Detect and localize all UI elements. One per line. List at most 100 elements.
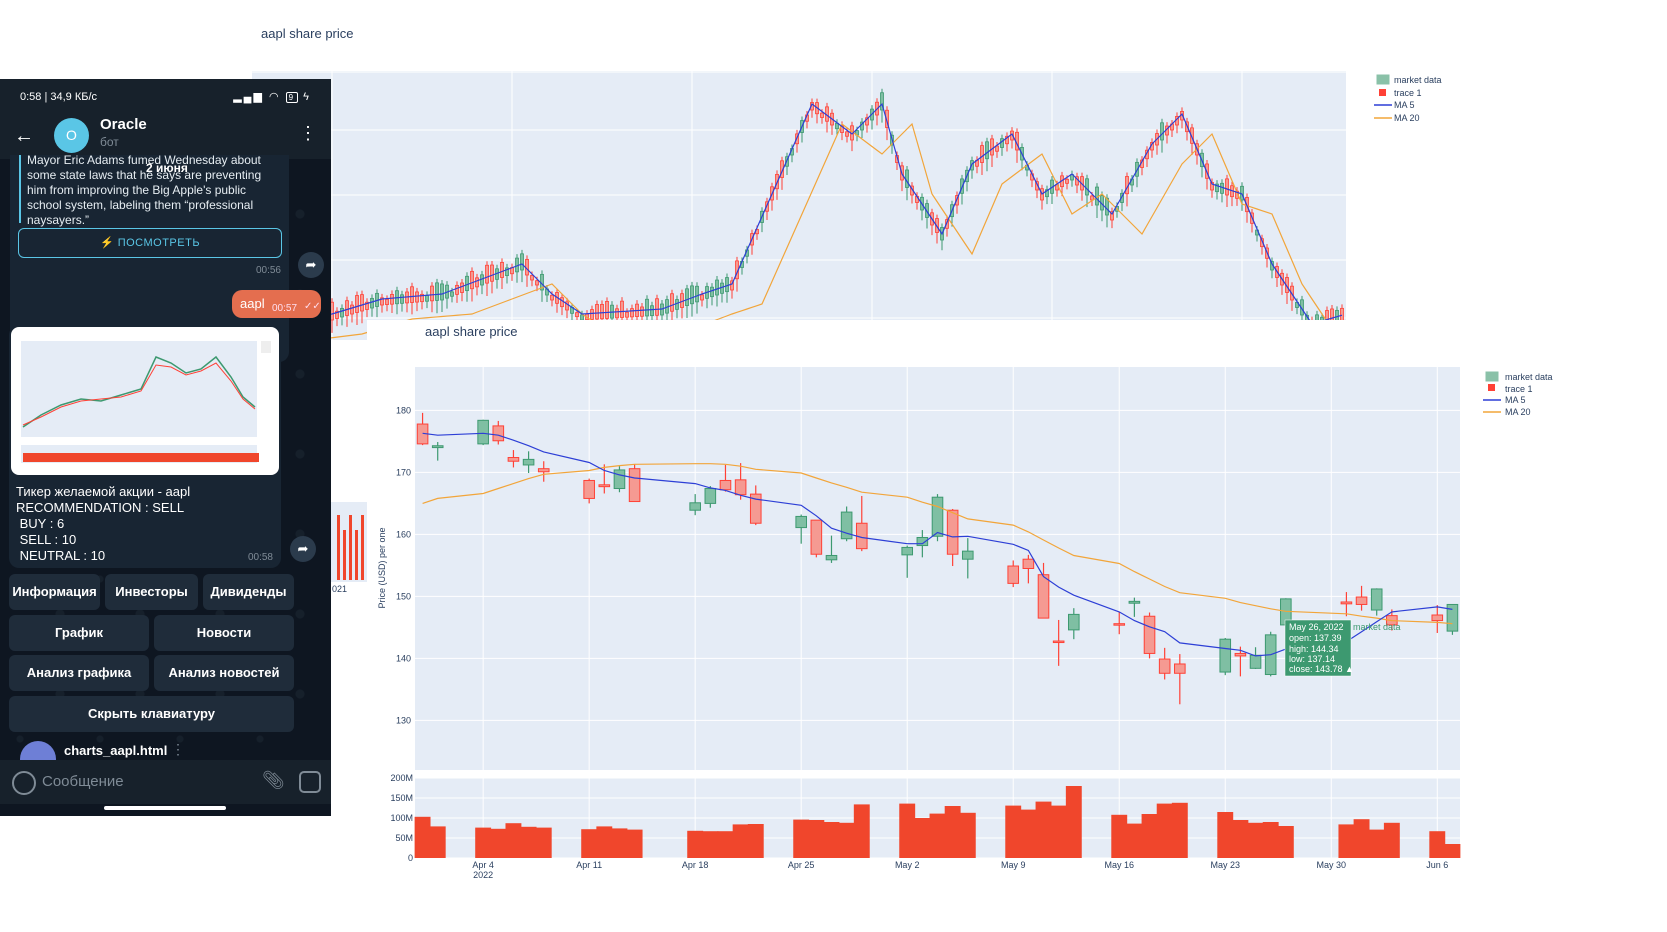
candle[interactable] bbox=[1158, 647, 1171, 680]
volume-bar bbox=[1217, 812, 1234, 858]
candle[interactable] bbox=[507, 450, 520, 468]
volume-bar bbox=[1005, 805, 1022, 858]
emoji-icon[interactable] bbox=[12, 771, 36, 795]
message-input[interactable]: Сообщение bbox=[42, 773, 124, 790]
volume-bar bbox=[1126, 823, 1143, 858]
volume-bar bbox=[944, 806, 961, 858]
kb-news-button[interactable]: Новости bbox=[154, 615, 294, 651]
candle[interactable] bbox=[477, 419, 489, 446]
kb-dividends-button[interactable]: Дивиденды bbox=[203, 574, 294, 610]
legend[interactable]: market data trace 1 MA 5 MA 20 bbox=[1483, 371, 1553, 417]
outgoing-message-time: 00:57 bbox=[272, 303, 298, 314]
camera-icon[interactable] bbox=[299, 771, 321, 793]
candle[interactable] bbox=[598, 464, 611, 494]
candle[interactable] bbox=[1113, 611, 1126, 635]
volume-bar bbox=[414, 816, 431, 858]
candle[interactable] bbox=[1022, 554, 1035, 584]
candle[interactable] bbox=[795, 514, 807, 544]
kb-hide-keyboard-button[interactable]: Скрыть клавиатуру bbox=[9, 696, 294, 732]
chart-title: aapl share price bbox=[425, 324, 518, 339]
volume-bar bbox=[1156, 803, 1173, 858]
chart-thumbnail[interactable] bbox=[11, 327, 279, 475]
candles[interactable] bbox=[416, 412, 1459, 705]
candle[interactable] bbox=[1174, 654, 1186, 705]
volume-bar bbox=[687, 830, 704, 858]
chat-title[interactable]: Oracle bbox=[100, 116, 147, 133]
more-menu-icon[interactable]: ⋮ bbox=[299, 123, 317, 143]
candle[interactable] bbox=[1431, 605, 1444, 633]
kb-chart-analysis-button[interactable]: Анализ графика bbox=[9, 655, 149, 691]
date-chip: 2 июня bbox=[146, 161, 188, 175]
status-bar: 0:58 | 34,9 КБ/с ▂▄▆ ◠ 9 ϟ bbox=[0, 79, 331, 115]
legend-market-data: market data bbox=[1505, 372, 1553, 382]
x-tick-label: Apr 11 bbox=[576, 860, 602, 870]
attach-icon[interactable]: 📎︎ bbox=[262, 770, 285, 790]
volume-bar bbox=[793, 819, 810, 858]
kb-investors-button[interactable]: Инвесторы bbox=[105, 574, 198, 610]
candle[interactable] bbox=[583, 478, 595, 504]
candle[interactable] bbox=[1052, 619, 1065, 666]
candle[interactable] bbox=[628, 464, 641, 503]
candle[interactable] bbox=[749, 485, 762, 526]
candle[interactable] bbox=[1128, 597, 1141, 617]
share-icon[interactable]: ➦ bbox=[298, 252, 324, 278]
x-tick-label: Apr 4 bbox=[472, 860, 494, 870]
back-legend-trace1: trace 1 bbox=[1394, 88, 1422, 98]
candle[interactable] bbox=[1446, 603, 1459, 635]
avatar[interactable]: O bbox=[54, 118, 89, 153]
candle[interactable] bbox=[901, 545, 914, 578]
kb-chart-button[interactable]: График bbox=[9, 615, 149, 651]
candle[interactable] bbox=[931, 494, 944, 542]
candle[interactable] bbox=[946, 508, 959, 567]
candle[interactable] bbox=[1355, 585, 1368, 611]
volume-bar bbox=[1444, 844, 1461, 858]
volume-bar bbox=[626, 829, 643, 858]
candle[interactable] bbox=[1007, 560, 1020, 588]
file-more-icon[interactable]: ⋮ bbox=[171, 741, 185, 757]
legend-ma5: MA 5 bbox=[1505, 395, 1526, 405]
y-axis-label: Price (USD) per one bbox=[377, 527, 387, 608]
volume-bar bbox=[535, 827, 552, 858]
candle[interactable] bbox=[537, 461, 550, 482]
candle[interactable] bbox=[431, 442, 444, 461]
candle[interactable] bbox=[704, 486, 717, 508]
back-arrow-icon[interactable]: ← bbox=[14, 125, 34, 147]
volume-y-tick: 100M bbox=[390, 813, 413, 823]
back-legend-ma20: MA 20 bbox=[1394, 113, 1420, 123]
volume-bar bbox=[914, 818, 931, 858]
kb-info-button[interactable]: Информация bbox=[9, 574, 100, 610]
candle[interactable] bbox=[1219, 637, 1232, 676]
kb-news-analysis-button[interactable]: Анализ новостей bbox=[154, 655, 294, 691]
share-icon-2[interactable]: ➦ bbox=[290, 536, 316, 562]
candle[interactable] bbox=[810, 519, 823, 558]
candle[interactable] bbox=[1068, 608, 1080, 640]
candle[interactable] bbox=[1037, 562, 1050, 619]
candle[interactable] bbox=[522, 451, 535, 474]
candle[interactable] bbox=[613, 466, 626, 493]
candle[interactable] bbox=[825, 535, 838, 563]
candle[interactable] bbox=[1143, 612, 1156, 659]
volume-bar bbox=[1141, 814, 1158, 858]
candle[interactable] bbox=[961, 538, 974, 579]
volume-bar bbox=[1020, 809, 1037, 858]
back-partial-tick: 021 bbox=[332, 584, 347, 594]
candle[interactable] bbox=[1234, 646, 1247, 677]
candle[interactable] bbox=[840, 506, 853, 542]
price-y-tick: 130 bbox=[396, 715, 411, 725]
view-button[interactable]: ⚡ ПОСМОТРЕТЬ bbox=[18, 228, 282, 258]
news-message-time: 00:56 bbox=[255, 265, 281, 276]
double-check-icon: ✓✓ bbox=[304, 301, 321, 312]
quote-bar bbox=[19, 155, 21, 223]
candle[interactable] bbox=[689, 494, 701, 516]
candle[interactable] bbox=[1264, 631, 1277, 677]
candle[interactable] bbox=[1340, 592, 1353, 617]
hover-trace-label: market data bbox=[1353, 622, 1401, 632]
volume-bar bbox=[490, 828, 507, 858]
candle[interactable] bbox=[1370, 588, 1383, 616]
candle[interactable] bbox=[719, 464, 732, 492]
front-chart: aapl share price 130 140 150 160 170 180 0 50M… bbox=[367, 320, 1667, 932]
recommendation-text: Тикер желаемой акции - aapl RECOMMENDATI… bbox=[16, 484, 191, 563]
back-legend[interactable]: market data trace 1 MA 5 MA 20 bbox=[1374, 74, 1442, 123]
price-plot-area bbox=[415, 367, 1460, 770]
candle[interactable] bbox=[492, 420, 505, 445]
